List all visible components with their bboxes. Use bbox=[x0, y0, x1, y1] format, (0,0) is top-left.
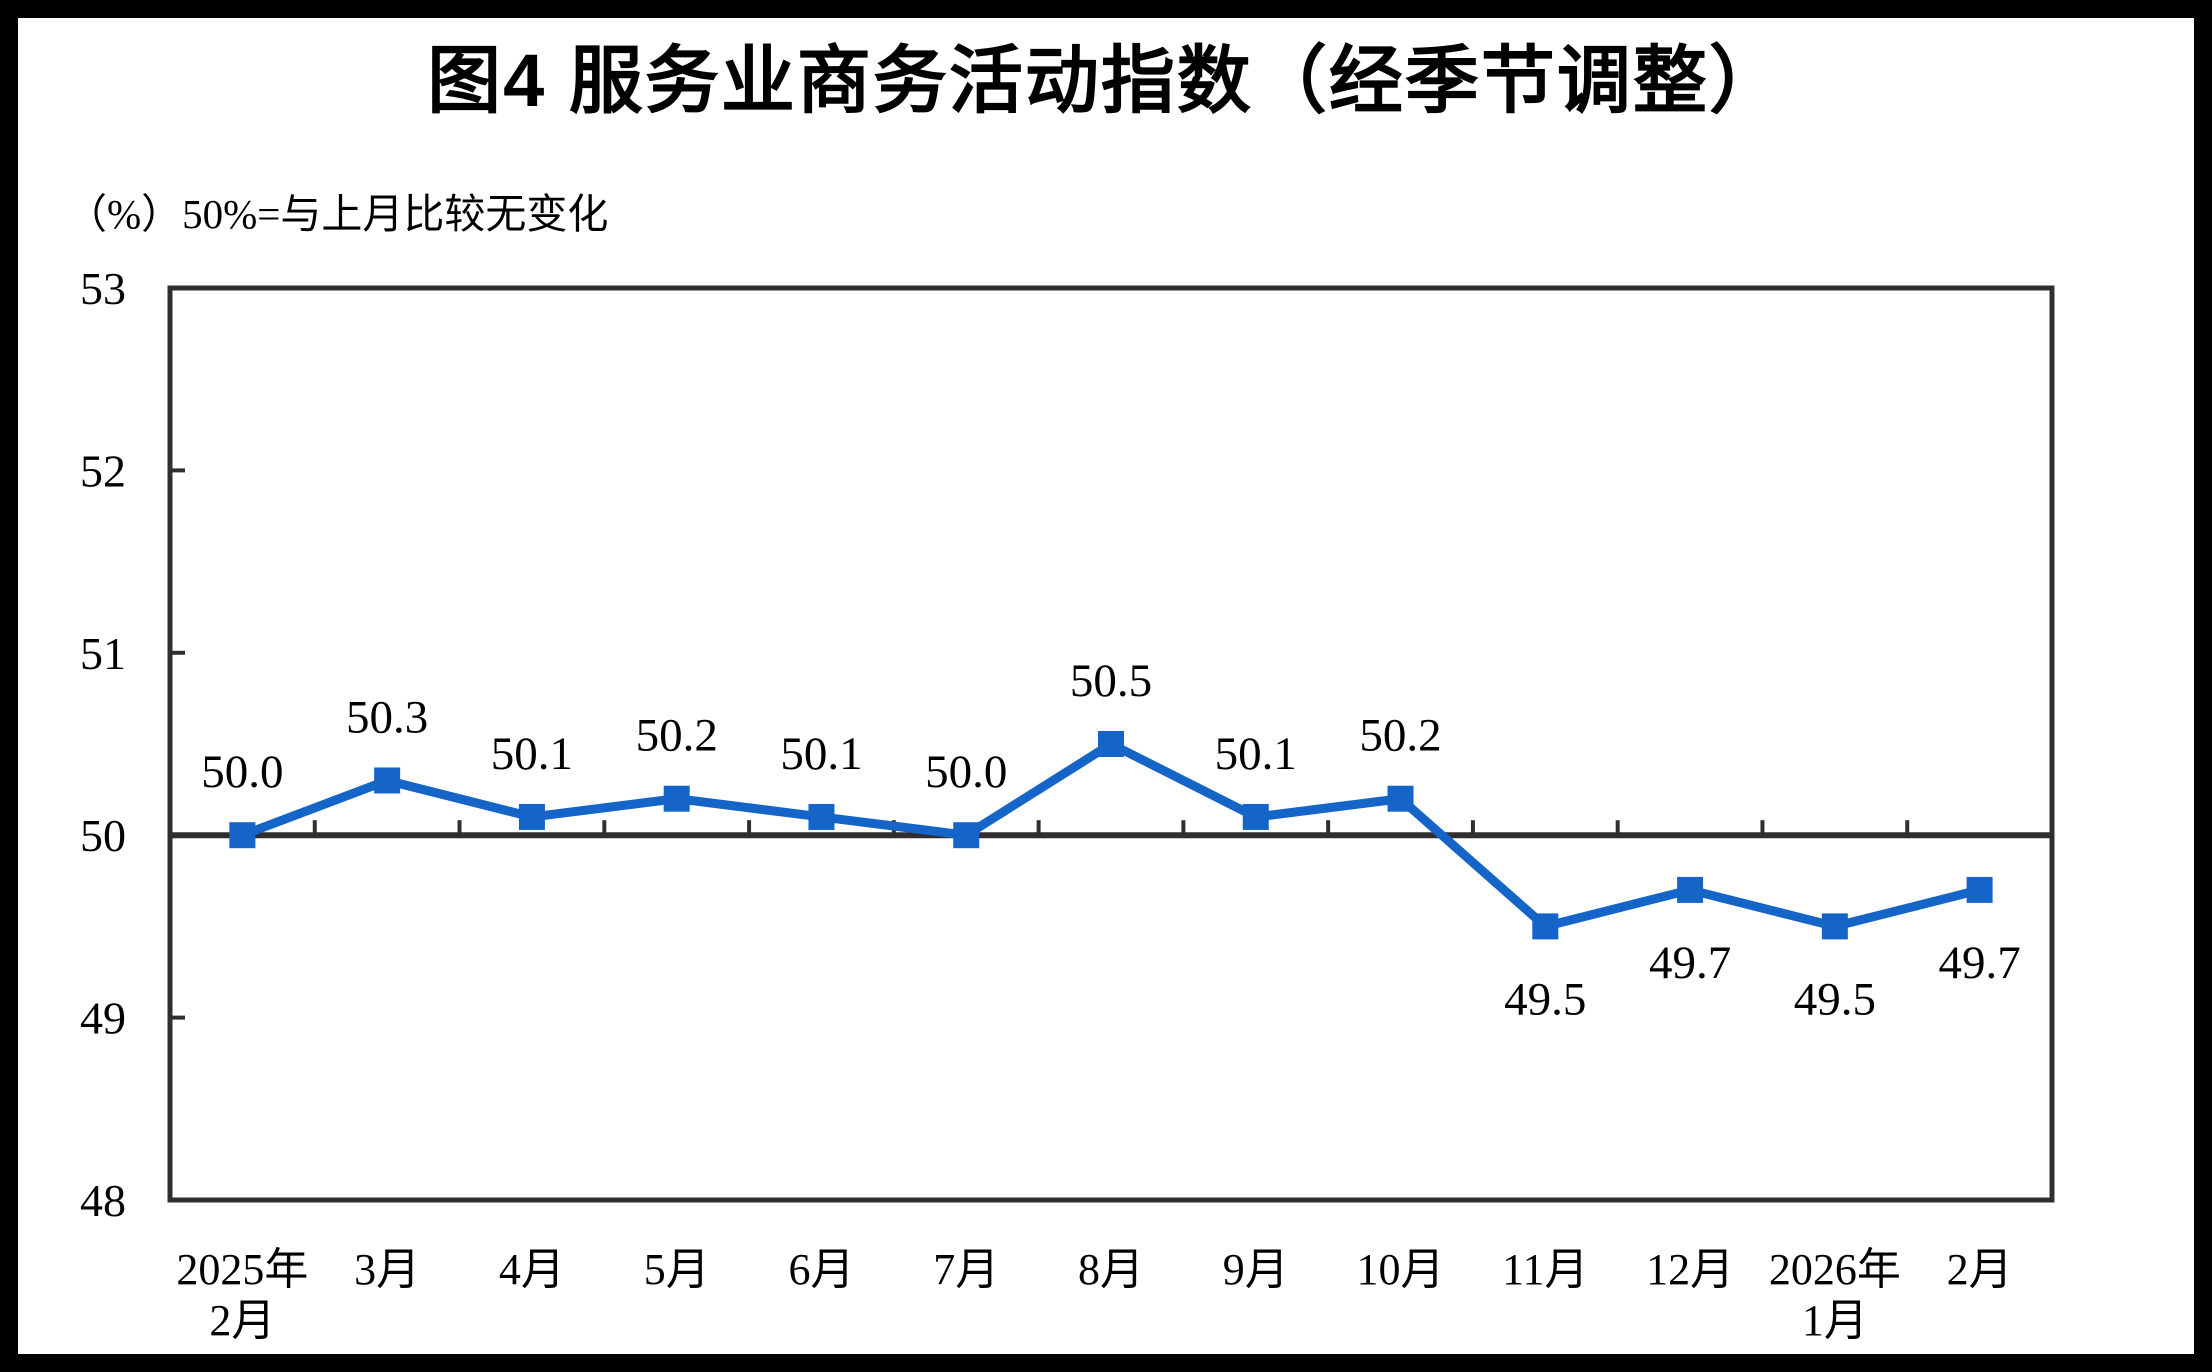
data-point-label: 49.5 bbox=[1794, 973, 1876, 1025]
x-axis-tick-label: 2025年 bbox=[176, 1245, 308, 1294]
data-point-label: 49.5 bbox=[1504, 973, 1586, 1025]
data-point-marker bbox=[518, 803, 545, 830]
x-axis-tick-label: 6月 bbox=[788, 1245, 854, 1294]
data-point-marker bbox=[374, 767, 401, 794]
x-axis-tick-label: 2月 bbox=[209, 1296, 275, 1345]
axis-unit-note: （%）50%=与上月比较无变化 bbox=[66, 191, 609, 237]
chart-title: 图4 服务业商务活动指数（经季节调整） bbox=[427, 39, 1785, 122]
data-point-label: 50.2 bbox=[1359, 710, 1441, 762]
data-point-marker bbox=[1098, 731, 1124, 757]
x-axis-tick-label: 12月 bbox=[1646, 1245, 1734, 1294]
x-axis-tick-label: 8月 bbox=[1078, 1245, 1144, 1294]
x-axis-tick-label: 4月 bbox=[499, 1245, 565, 1294]
data-point-marker bbox=[229, 822, 256, 849]
y-axis-tick-label: 48 bbox=[80, 1175, 126, 1226]
data-point-label: 49.7 bbox=[1938, 937, 2020, 989]
x-axis-tick-label: 9月 bbox=[1223, 1245, 1289, 1294]
data-point-marker bbox=[1242, 803, 1269, 830]
data-point-label: 50.5 bbox=[1070, 655, 1152, 707]
x-axis-tick-label: 11月 bbox=[1502, 1245, 1588, 1294]
y-axis-tick-label: 49 bbox=[80, 993, 126, 1044]
y-axis-tick-label: 52 bbox=[80, 445, 126, 496]
y-axis-tick-label: 50 bbox=[80, 810, 126, 861]
data-point-label: 50.3 bbox=[346, 691, 428, 743]
data-point-marker bbox=[808, 803, 835, 830]
data-point-marker bbox=[1821, 913, 1848, 940]
x-axis-tick-label: 3月 bbox=[354, 1245, 420, 1294]
x-axis-tick-label: 7月 bbox=[933, 1245, 999, 1294]
data-point-label: 50.2 bbox=[636, 710, 718, 762]
x-axis-tick-label: 5月 bbox=[644, 1245, 710, 1294]
data-point-label: 50.0 bbox=[925, 746, 1007, 798]
data-point-label: 50.1 bbox=[780, 728, 862, 780]
x-axis-tick-label: 1月 bbox=[1802, 1296, 1868, 1345]
y-axis-tick-label: 51 bbox=[80, 628, 126, 679]
x-axis-tick-label: 2月 bbox=[1947, 1245, 2013, 1294]
y-axis-tick-label: 53 bbox=[80, 263, 126, 314]
data-point-label: 49.7 bbox=[1649, 937, 1731, 989]
x-axis-tick-label: 2026年 bbox=[1769, 1245, 1901, 1294]
data-point-label: 50.1 bbox=[491, 728, 573, 780]
data-point-marker bbox=[1387, 785, 1414, 812]
plot-area-border bbox=[167, 285, 2055, 1203]
data-point-marker bbox=[1966, 876, 1993, 903]
data-point-label: 50.1 bbox=[1215, 728, 1297, 780]
data-point-marker bbox=[953, 822, 980, 849]
x-axis-tick-label: 10月 bbox=[1357, 1245, 1445, 1294]
data-point-label: 50.0 bbox=[201, 746, 283, 798]
data-point-marker bbox=[1532, 913, 1559, 940]
data-point-marker bbox=[1677, 876, 1704, 903]
data-point-marker bbox=[663, 785, 690, 812]
